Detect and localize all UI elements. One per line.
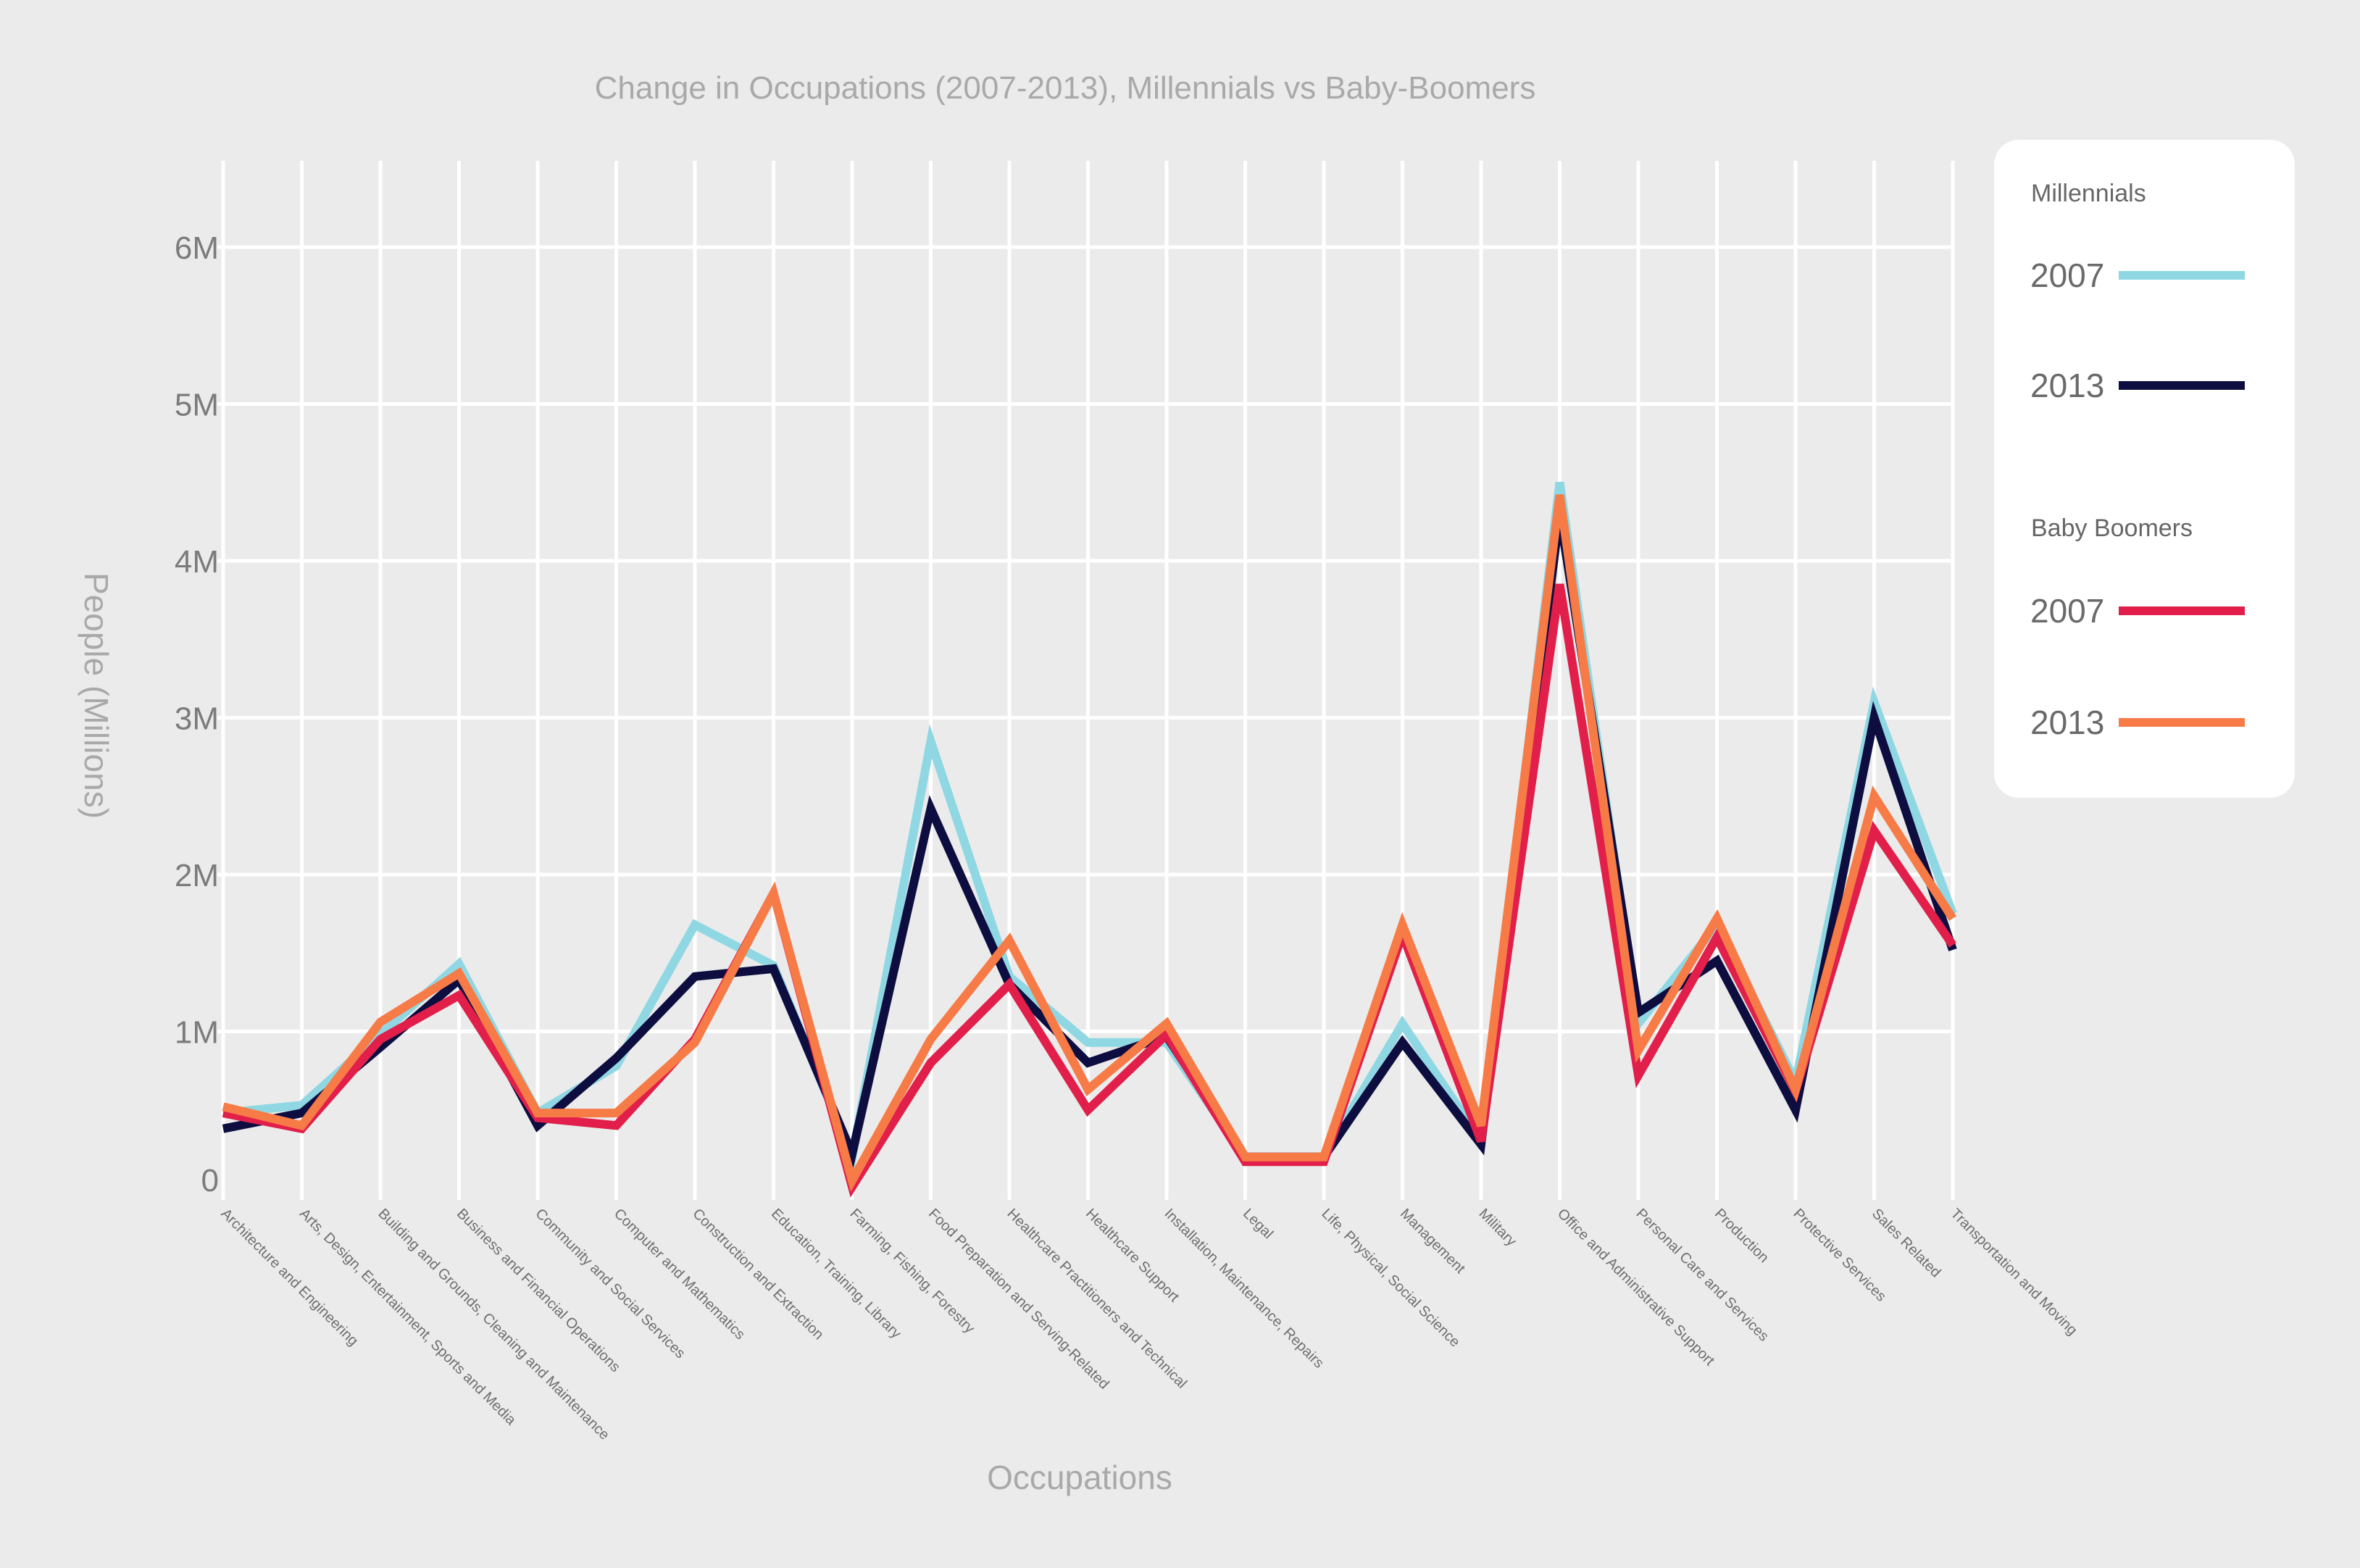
chart-title: Change in Occupations (2007-2013), Mille… — [595, 70, 1536, 106]
x-tick-label: Community and Social Services — [532, 1206, 688, 1361]
legend-entry-label: 2013 — [2030, 704, 2104, 741]
x-tick-label: Education, Training, Library — [768, 1206, 904, 1342]
y-tick-label: 3M — [175, 701, 219, 737]
x-tick-label: Life, Physical, Social Science — [1318, 1206, 1463, 1351]
x-tick-label: Construction and Extraction — [689, 1206, 826, 1343]
y-tick-label: 1M — [175, 1015, 219, 1051]
series-line-baby-boomers-2013 — [222, 494, 1957, 1192]
x-tick-label: Farming, Fishing, Forestry — [846, 1206, 977, 1337]
series-line-baby-boomers-2007 — [222, 583, 1956, 1198]
y-tick-label: 5M — [175, 388, 219, 423]
x-tick-label: Personal Care and Services — [1633, 1206, 1772, 1345]
series-lines — [222, 481, 1957, 1198]
x-tick-label: Legal — [1240, 1206, 1276, 1242]
legend-entry-label: 2013 — [2030, 367, 2104, 404]
legend-entry-label: 2007 — [2030, 592, 2104, 630]
legend-entry-label: 2007 — [2030, 257, 2104, 294]
x-axis-title: Occupations — [987, 1459, 1172, 1496]
legend: Millennials 2007 2013 Baby Boomers 2007 2013 — [1994, 140, 2295, 798]
x-tick-label: Production — [1711, 1206, 1772, 1266]
y-tick-label: 6M — [175, 230, 219, 266]
x-tick-label: Computer and Mathematics — [611, 1206, 748, 1343]
y-tick-label: 4M — [175, 544, 219, 580]
x-tick-label: Food Preparation and Serving-Related — [925, 1206, 1112, 1393]
x-tick-label: Healthcare Practitioners and Technical — [1004, 1206, 1190, 1392]
legend-group-title: Baby Boomers — [2031, 514, 2193, 542]
x-tick-label: Business and Financial Operations — [454, 1206, 623, 1375]
x-tick-label: Office and Administrative Support — [1554, 1206, 1717, 1369]
x-tick-label: Sales Related — [1869, 1206, 1944, 1281]
y-tick-label: 0 — [201, 1163, 219, 1198]
x-tick-label: Transportation and Moving — [1947, 1206, 2080, 1338]
legend-group-title: Millennials — [2031, 180, 2146, 207]
y-axis-title: People (Millions) — [78, 572, 115, 819]
grid — [217, 161, 1955, 1200]
x-tick-label: Installation, Maintenance, Repairs — [1161, 1206, 1327, 1372]
x-tick-label: Architecture and Engineering — [217, 1206, 361, 1349]
legend-box — [1994, 140, 2295, 798]
x-tick-label: Management — [1397, 1206, 1468, 1277]
y-tick-label: 2M — [175, 858, 219, 893]
y-axis: 0 1M 2M 3M 4M 5M 6M — [175, 230, 219, 1198]
x-tick-label: Military — [1475, 1206, 1519, 1249]
